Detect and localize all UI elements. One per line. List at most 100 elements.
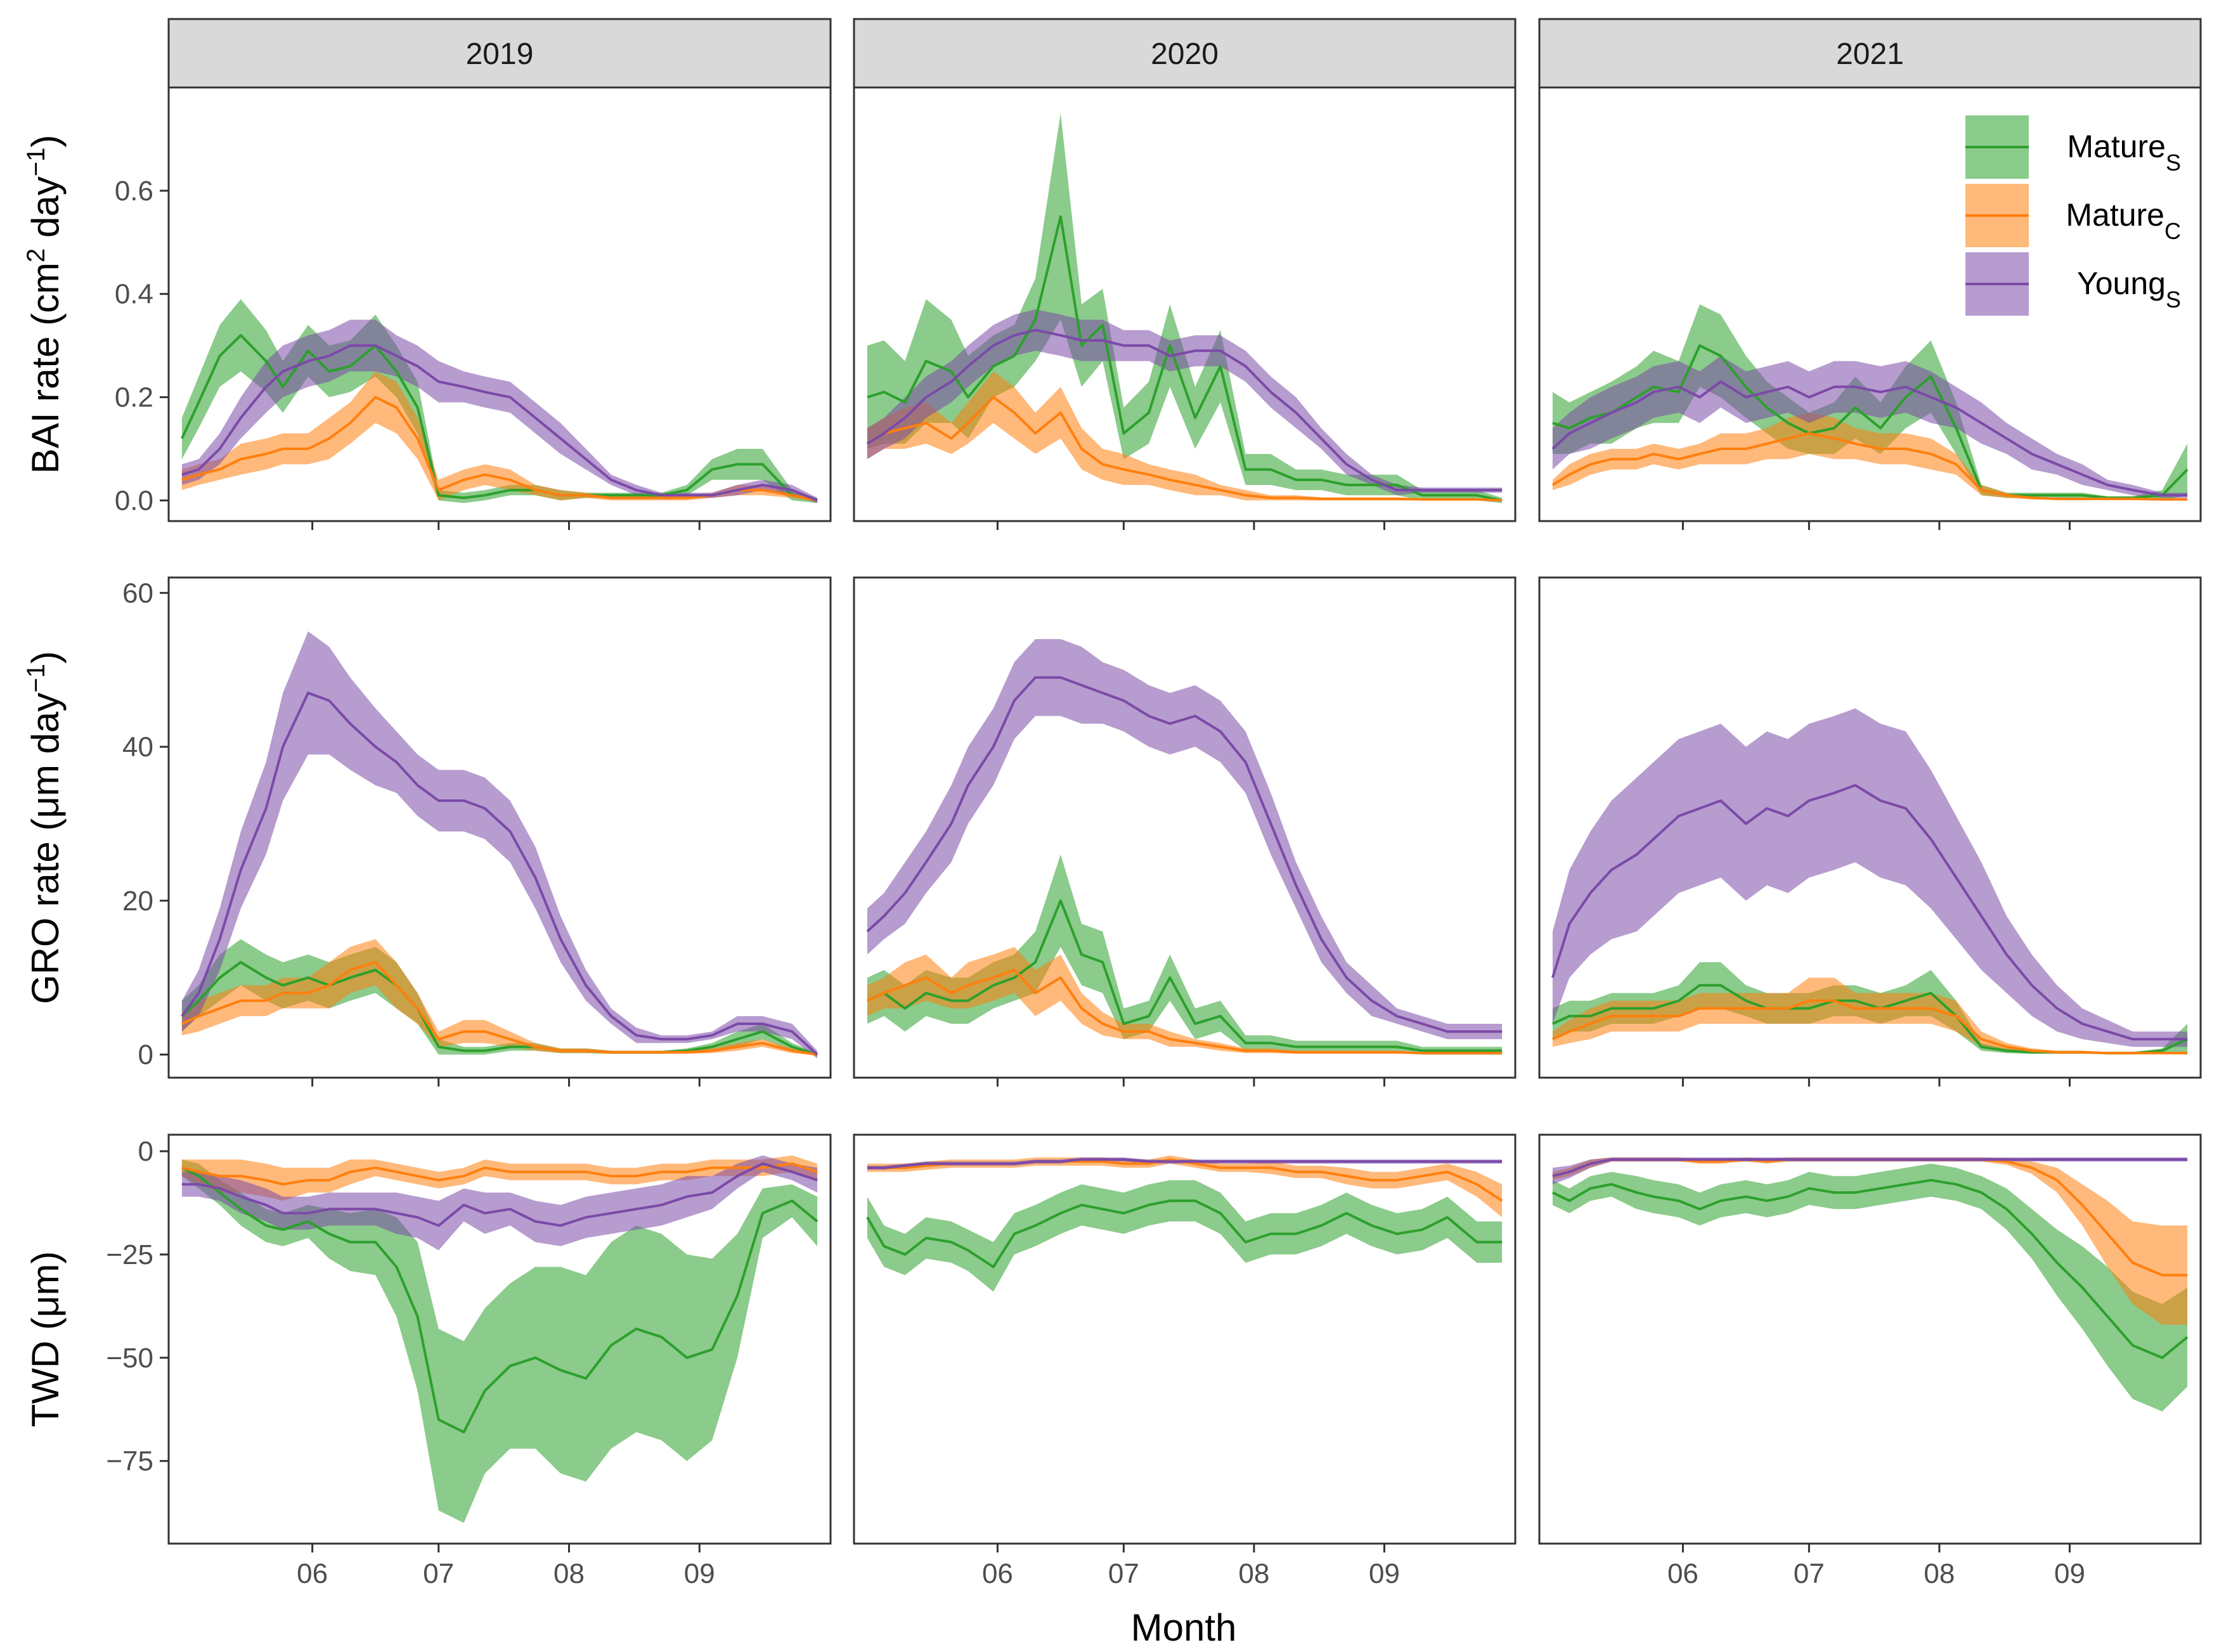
legend-item-matureC: MatureC <box>1965 184 2181 247</box>
y-tick-label: −25 <box>106 1239 153 1270</box>
ribbon-youngS <box>181 319 818 503</box>
line-youngS <box>181 344 818 502</box>
line-matureS <box>181 960 818 1056</box>
ribbon-matureC <box>181 939 818 1055</box>
x-tick-label: 08 <box>1238 1558 1269 1589</box>
x-tick-label: 06 <box>1667 1558 1698 1589</box>
x-tick-label: 06 <box>297 1558 328 1589</box>
y-axis-title-superscript: −1 <box>22 148 50 177</box>
panel-border <box>853 1133 1517 1545</box>
panel-border <box>853 86 1517 522</box>
y-axis-title-superscript: −1 <box>22 664 50 693</box>
x-tick-label: 07 <box>1108 1558 1139 1589</box>
panel-bai-2021 <box>1538 86 2202 530</box>
ribbon-youngS <box>1552 356 2188 498</box>
y-tick-label: 0.0 <box>115 485 153 516</box>
panel-border <box>853 576 1517 1079</box>
line-matureS <box>181 333 818 502</box>
panel-border <box>167 1133 832 1545</box>
y-axis-title-text: GRO rate (μm day <box>24 693 67 1004</box>
panel-twd-2020: 06 07 08 09 <box>853 1133 1517 1589</box>
panel-bai-2020 <box>853 86 1517 530</box>
legend-item-matureS: MatureS <box>1965 115 2181 179</box>
line-youngS <box>1551 380 2188 497</box>
line-matureC <box>1551 432 2188 501</box>
strip-2019 <box>167 18 832 89</box>
x-axis-title: Month <box>1131 1606 1237 1649</box>
panel-gro-2021 <box>1538 576 2202 1087</box>
line-youngS <box>866 676 1503 1033</box>
line-youngS <box>1552 1158 2188 1178</box>
line-matureC <box>181 960 818 1056</box>
panel-border <box>167 86 832 522</box>
ribbon-matureC <box>867 946 1503 1054</box>
line-youngS <box>1551 784 2188 1041</box>
y-tick-label: 0 <box>138 1040 153 1071</box>
strip-label-2019: 2019 <box>466 37 534 71</box>
panel-border <box>167 576 832 1079</box>
legend-label-subscript: C <box>2164 218 2181 244</box>
y-tick-label: 0.2 <box>115 382 153 413</box>
ribbon-matureS <box>1552 1163 2188 1412</box>
strip-label-2021: 2021 <box>1836 37 1904 71</box>
legend-label: YoungS <box>2077 266 2181 313</box>
ribbon-matureS <box>867 855 1503 1055</box>
ribbon-matureC <box>1552 978 2188 1054</box>
y-axis-title-bai: BAI rate (cm2 day−1) <box>22 135 67 474</box>
line-matureS <box>1552 344 2189 500</box>
line-matureS <box>867 899 1503 1052</box>
line-matureS <box>181 1166 818 1434</box>
strip-label-2020: 2020 <box>1151 37 1219 71</box>
line-youngS <box>181 692 818 1056</box>
y-axis-title-twd: TWD (μm) <box>24 1251 67 1428</box>
panel-bai-2019: 0.0 0.2 0.4 0.6 <box>115 86 832 530</box>
y-tick-label: 40 <box>122 732 153 763</box>
line-matureS <box>866 1199 1503 1268</box>
y-tick-label: −50 <box>106 1343 153 1374</box>
line-youngS <box>867 1158 1503 1170</box>
line-matureC <box>867 969 1503 1055</box>
legend-label: MatureC <box>2066 197 2181 244</box>
panel-border <box>1538 576 2202 1079</box>
y-axis-title-gro: GRO rate (μm day−1) <box>22 651 67 1004</box>
y-axis-title-text: ) <box>24 651 67 664</box>
legend-label: MatureS <box>2067 129 2181 176</box>
line-matureC <box>866 396 1503 502</box>
ribbon-matureS <box>181 1159 818 1523</box>
line-matureC <box>181 396 818 502</box>
ribbon-youngS <box>1552 708 2188 1047</box>
y-axis-title-text: ) <box>24 135 67 148</box>
y-tick-label: 20 <box>122 886 153 917</box>
line-matureC <box>1552 999 2188 1055</box>
legend-label-subscript: S <box>2166 150 2181 176</box>
x-tick-label: 08 <box>553 1558 585 1589</box>
panel-twd-2019: 06 07 08 09 0 −25 −50 −75 <box>106 1133 832 1589</box>
y-axis-title-superscript: 2 <box>22 248 50 262</box>
ribbon-youngS <box>867 309 1503 496</box>
legend-label-base: Mature <box>2066 197 2164 233</box>
panel-background <box>854 87 1515 521</box>
x-tick-label: 07 <box>423 1558 454 1589</box>
ribbon-youngS <box>181 631 818 1059</box>
x-tick-label: 09 <box>1369 1558 1400 1589</box>
panel-gro-2020 <box>853 576 1517 1087</box>
y-axis-title-text: day <box>24 176 67 248</box>
strip-2020 <box>853 18 1517 89</box>
x-tick-label: 06 <box>982 1558 1013 1589</box>
legend-label-subscript: S <box>2166 287 2181 313</box>
y-axis-title-text: TWD (μm) <box>24 1251 67 1428</box>
ribbon-youngS <box>181 1155 818 1251</box>
panel-border <box>1538 1133 2202 1545</box>
ribbon-matureC <box>181 1155 818 1201</box>
line-youngS <box>181 1162 818 1227</box>
x-tick-label: 08 <box>1924 1558 1955 1589</box>
x-tick-label: 07 <box>1794 1558 1825 1589</box>
legend-item-youngS: YoungS <box>1965 252 2181 316</box>
panel-twd-2021: 06 07 08 09 <box>1538 1133 2202 1589</box>
y-tick-label: 0 <box>138 1136 153 1167</box>
y-axis-title-text: BAI rate (cm <box>24 262 67 474</box>
line-matureS <box>1552 1178 2189 1359</box>
ribbon-matureC <box>867 1155 1503 1218</box>
ribbon-matureC <box>867 371 1503 501</box>
